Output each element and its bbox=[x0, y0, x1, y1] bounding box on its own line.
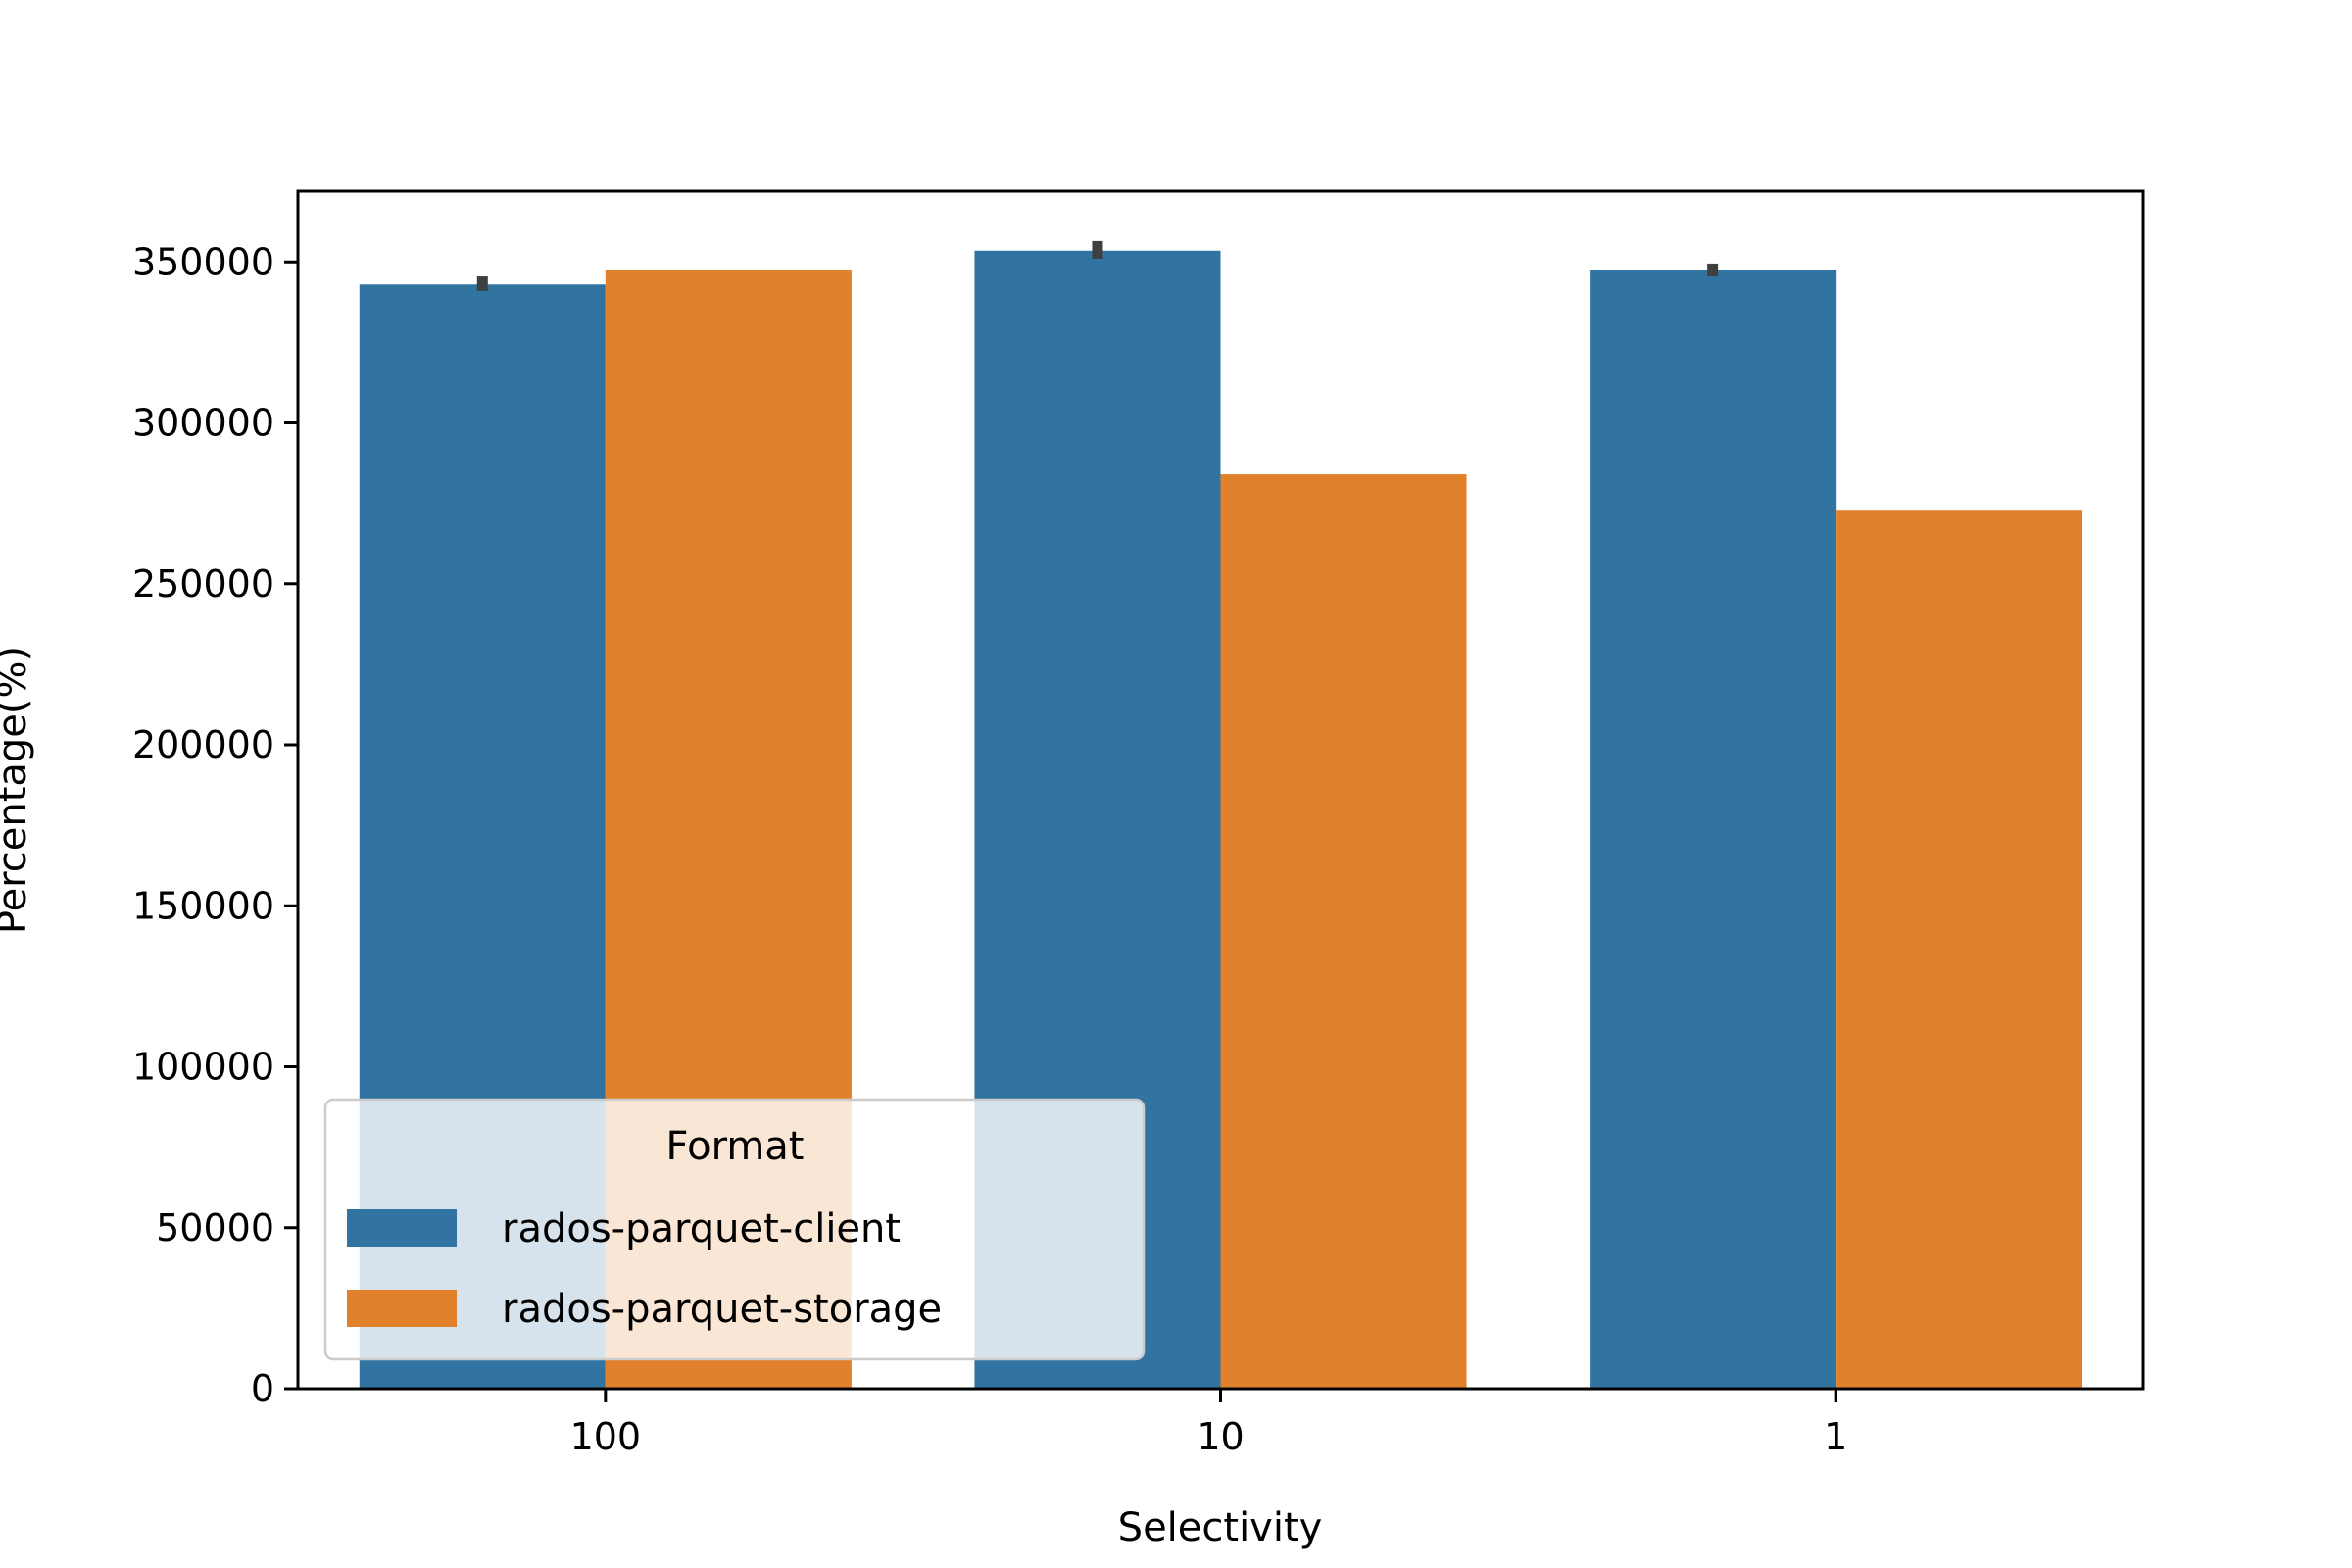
legend-swatch-client bbox=[347, 1209, 457, 1247]
legend-label-storage: rados-parquet-storage bbox=[502, 1287, 942, 1332]
legend-frame bbox=[323, 1098, 1146, 1361]
bar-rados-parquet-storage-10 bbox=[1220, 474, 1467, 1389]
errorbars-layer bbox=[476, 240, 1719, 291]
legend-swatch-storage bbox=[347, 1290, 457, 1327]
x-axis: 100 10 1 bbox=[570, 1389, 1847, 1458]
y-axis-title: Percentage(%) bbox=[0, 646, 35, 934]
y-tick-label: 50000 bbox=[156, 1206, 274, 1250]
bars-layer bbox=[359, 250, 2082, 1390]
y-tick-label: 150000 bbox=[132, 884, 274, 927]
bar-rados-parquet-client-1 bbox=[1590, 270, 1837, 1389]
x-tick-label: 1 bbox=[1824, 1415, 1847, 1458]
legend-label-client: rados-parquet-client bbox=[502, 1206, 901, 1251]
y-tick-label: 100000 bbox=[132, 1046, 274, 1089]
y-tick-label: 300000 bbox=[132, 402, 274, 445]
legend-title: Format bbox=[666, 1124, 805, 1169]
y-tick-label: 250000 bbox=[132, 563, 274, 606]
x-tick-label: 10 bbox=[1197, 1415, 1244, 1458]
x-tick-label: 100 bbox=[570, 1415, 642, 1458]
bar-rados-parquet-storage-1 bbox=[1836, 510, 2082, 1389]
y-tick-label: 350000 bbox=[132, 240, 274, 283]
y-tick-label: 200000 bbox=[132, 723, 274, 766]
y-axis: 0 50000 100000 150000 200000 250000 300000 3500… bbox=[132, 240, 298, 1410]
x-axis-title: Selectivity bbox=[1118, 1505, 1323, 1550]
y-tick-label: 0 bbox=[251, 1367, 274, 1410]
legend: Format rados-parquet-client rados-parque… bbox=[323, 1098, 1146, 1361]
